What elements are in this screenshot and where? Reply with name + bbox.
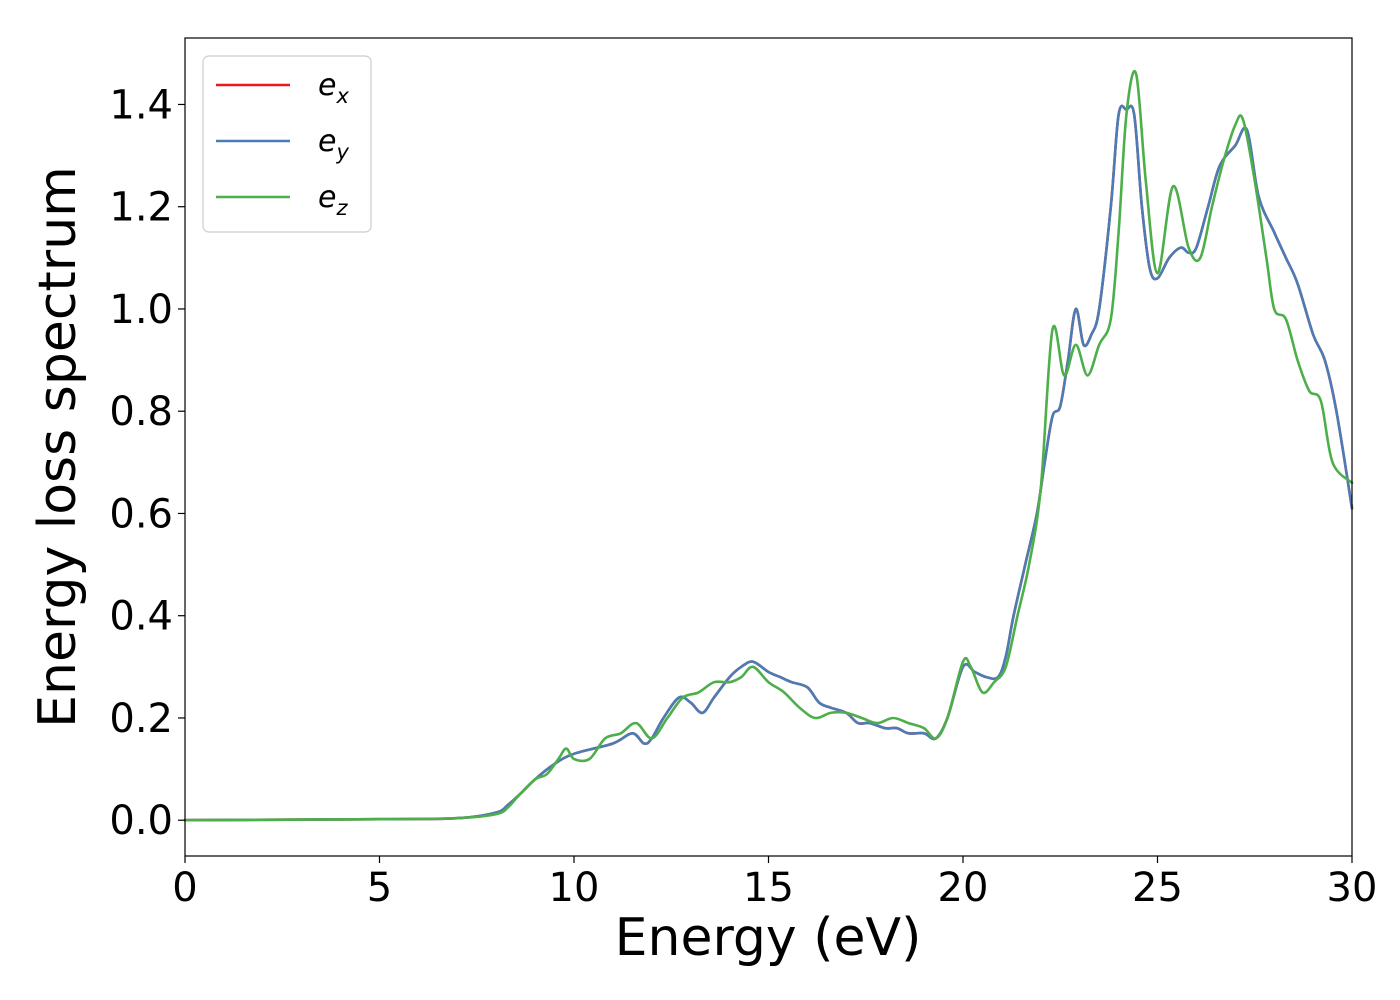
y-tick-label: 1.4 [109,82,173,128]
y-tick-label: 0.0 [109,798,173,844]
series-layer [183,69,1354,822]
y-tick-label: 1.0 [109,287,173,333]
y-tick-label: 0.4 [109,594,173,640]
x-tick-label: 25 [1132,865,1183,911]
x-tick-label: 30 [1327,865,1378,911]
legend-label-z: ez [318,180,348,220]
y-tick-label: 0.6 [109,491,173,537]
x-tick-label: 5 [367,865,392,911]
series-line-z [183,69,1354,822]
x-tick-label: 0 [172,865,197,911]
y-tick-label: 1.2 [109,185,173,231]
plot-background [185,38,1352,856]
legend-box [202,55,372,233]
x-tick-label: 20 [938,865,989,911]
x-tick-label: 10 [549,865,600,911]
x-axis-ticks: 0 5 10 15 20 25 30 [172,856,1377,911]
y-axis-ticks: 0.0 0.2 0.4 0.6 0.8 1.0 1.2 1.4 [109,82,185,844]
y-axis-title: Energy loss spectrum [28,166,88,728]
legend-label-y: ey [318,124,349,164]
legend-label-x: ex [318,68,349,108]
x-axis-title: Energy (eV) [615,908,922,968]
legend: ex ey ez [202,55,372,233]
y-tick-label: 0.2 [109,696,173,742]
y-tick-label: 0.8 [109,389,173,435]
x-tick-label: 15 [743,865,794,911]
